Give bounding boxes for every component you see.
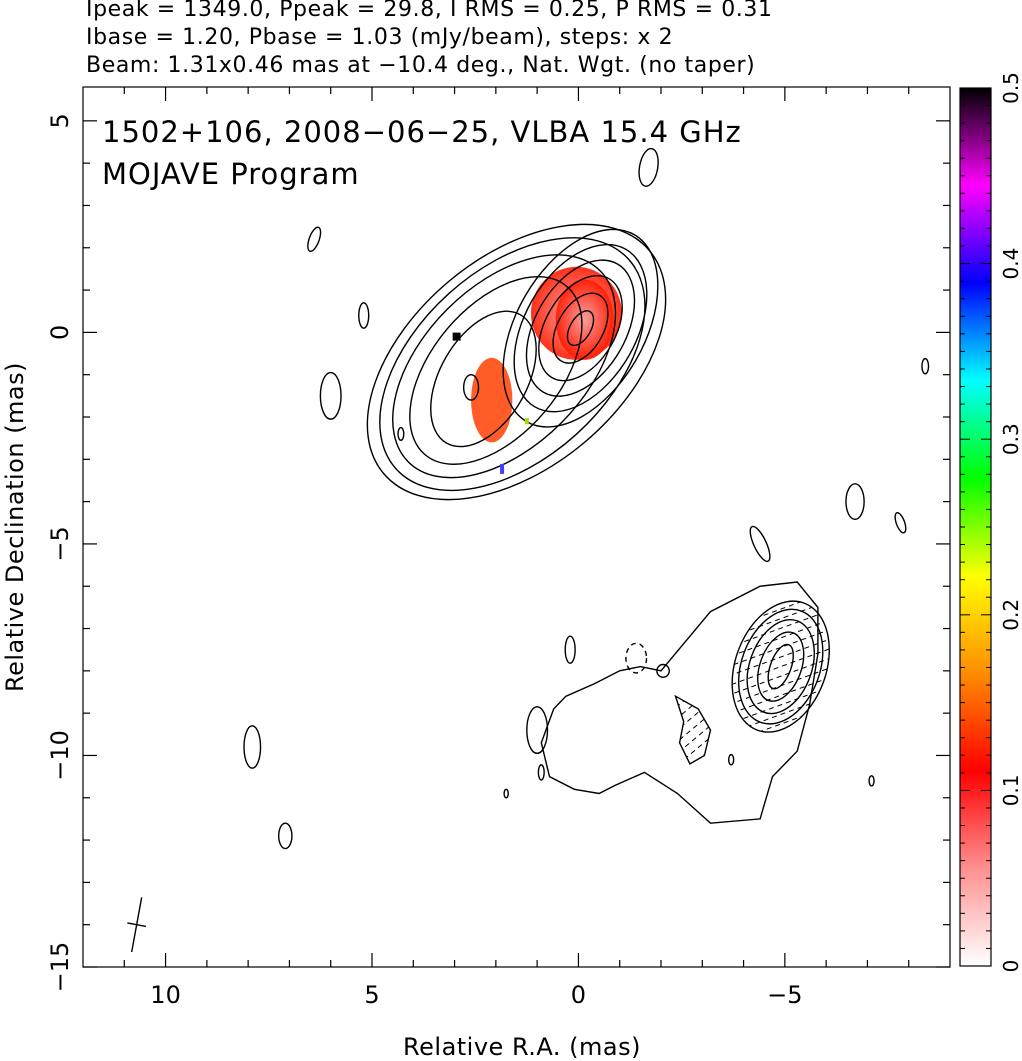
extended-region-contour bbox=[540, 581, 819, 824]
polarization-speckle bbox=[452, 332, 461, 341]
core-contour bbox=[525, 259, 636, 397]
jet-contour bbox=[379, 237, 646, 492]
x-tick-label: 5 bbox=[364, 981, 379, 1009]
program-annotation: MOJAVE Program bbox=[102, 157, 360, 191]
y-tick-label: −10 bbox=[46, 730, 74, 781]
knot-contour bbox=[757, 631, 805, 702]
noise-contour bbox=[307, 226, 322, 253]
header-line-1: Ipeak = 1349.0, Ppeak = 29.8, I RMS = 0.… bbox=[86, 0, 773, 22]
noise-contour bbox=[728, 753, 735, 766]
core-contour bbox=[566, 310, 595, 347]
colorbar-ticks: 0 0.1 0.2 0.3 0.4 0.5 bbox=[960, 72, 1022, 972]
colorbar-gradient bbox=[960, 88, 991, 966]
polarization-patch bbox=[471, 357, 513, 443]
beam-minor-axis bbox=[127, 922, 147, 928]
colorbar-tick-label: 0 bbox=[999, 960, 1022, 973]
hatched-patch bbox=[674, 694, 712, 765]
y-tick-label: 0 bbox=[46, 325, 74, 340]
noise-contour bbox=[319, 371, 342, 420]
jet-contour bbox=[392, 254, 617, 479]
noise-contour bbox=[638, 147, 659, 187]
noise-contour bbox=[526, 706, 549, 755]
data-layer bbox=[127, 147, 930, 953]
x-tick-label: 0 bbox=[571, 981, 586, 1009]
noise-contour bbox=[462, 373, 480, 401]
noise-contour bbox=[921, 357, 930, 375]
noise-contour bbox=[243, 725, 262, 769]
y-tick-label: −5 bbox=[46, 526, 74, 561]
noise-contour bbox=[537, 764, 545, 781]
axis-ticks: 10 5 0 −5 5 0 −5 −10 −15 bbox=[46, 87, 950, 1009]
x-tick-label: −5 bbox=[767, 981, 802, 1009]
noise-contour bbox=[564, 635, 576, 664]
noise-contour bbox=[397, 426, 405, 441]
knot-contour bbox=[737, 608, 824, 725]
polarization-patch bbox=[555, 279, 614, 360]
colorbar-tick-label: 0.2 bbox=[999, 599, 1022, 631]
jet-contour bbox=[366, 223, 667, 501]
colorbar-tick-label: 0.1 bbox=[999, 774, 1022, 806]
plot-frame bbox=[82, 86, 951, 968]
knot-contour bbox=[767, 643, 794, 690]
x-tick-label: 10 bbox=[150, 981, 181, 1009]
header-line-2: Ibase = 1.20, Pbase = 1.03 (mJy/beam), s… bbox=[86, 25, 674, 50]
noise-contour bbox=[894, 512, 907, 534]
y-tick-label: −15 bbox=[46, 942, 74, 993]
noise-contour bbox=[503, 788, 509, 799]
knot-contour bbox=[731, 600, 830, 733]
negative-contour bbox=[625, 642, 648, 674]
knot-contour bbox=[746, 618, 815, 715]
noise-contour bbox=[277, 822, 293, 850]
jet-contour bbox=[430, 310, 537, 448]
colorbar-tick-label: 0.4 bbox=[999, 248, 1022, 280]
header-line-3: Beam: 1.31x0.46 mas at −10.4 deg., Nat. … bbox=[86, 53, 756, 78]
colorbar-tick-label: 0.3 bbox=[999, 423, 1022, 455]
noise-contour bbox=[749, 525, 771, 563]
jet-contour bbox=[409, 275, 583, 465]
x-axis-label: Relative R.A. (mas) bbox=[403, 1033, 641, 1061]
y-axis-label: Relative Declination (mas) bbox=[1, 362, 29, 692]
colorbar-tick-label: 0.5 bbox=[999, 72, 1022, 104]
core-contour bbox=[513, 243, 648, 413]
noise-contour bbox=[845, 483, 865, 521]
y-tick-label: 5 bbox=[46, 113, 74, 128]
noise-contour bbox=[656, 663, 670, 678]
noise-contour bbox=[868, 775, 875, 787]
noise-contour bbox=[358, 302, 370, 329]
polarization-speckle bbox=[500, 463, 505, 474]
polarization-speckle bbox=[524, 418, 529, 425]
core-contour bbox=[552, 292, 609, 364]
source-annotation: 1502+106, 2008−06−25, VLBA 15.4 GHz bbox=[102, 115, 742, 149]
core-contour bbox=[538, 274, 623, 382]
